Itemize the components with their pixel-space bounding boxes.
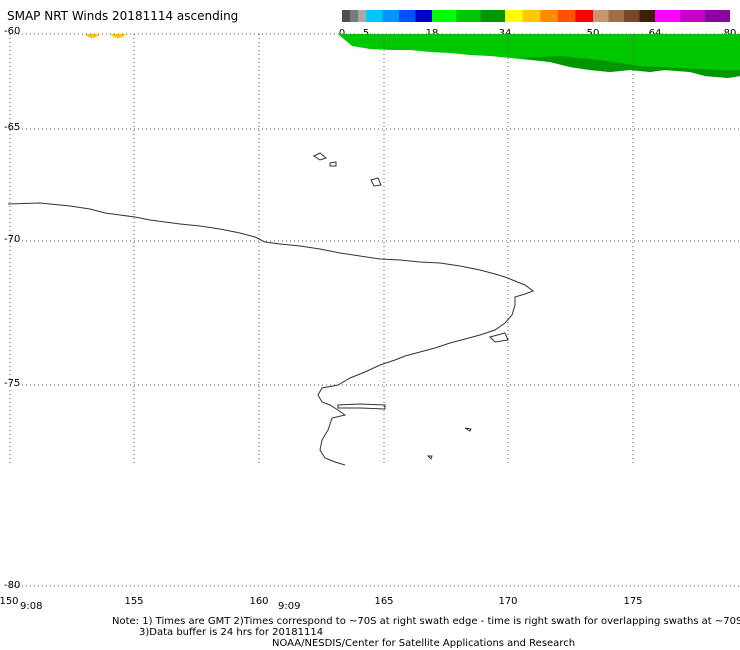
wind-swath-green	[338, 34, 740, 78]
lat-label-70: -70	[4, 234, 21, 245]
footnote-line-2: 3)Data buffer is 24 hrs for 20181114	[139, 627, 324, 638]
wind-swath-dark-green	[520, 56, 740, 78]
colorbar-tick-label: 18	[425, 28, 439, 39]
lat-label-80: -80	[4, 580, 21, 591]
graticule	[9, 33, 740, 587]
colorbar-segment	[575, 10, 594, 22]
colorbar-segment	[399, 10, 416, 22]
colorbar-segment	[705, 10, 731, 22]
footnote-line-1: Note: 1) Times are GMT 2)Times correspon…	[112, 616, 740, 627]
coastline-main	[7, 202, 535, 466]
island-outline	[370, 177, 382, 187]
colorbar-segment	[505, 10, 524, 22]
wind-swath-yellow	[85, 34, 100, 38]
lon-label-175: 175	[623, 596, 643, 607]
colorbar-segment	[593, 10, 609, 22]
colorbar-segment	[382, 10, 400, 22]
colorbar-segment	[557, 10, 576, 22]
footnote-credit: NOAA/NESDIS/Center for Satellite Applica…	[272, 638, 576, 649]
colorbar-segment	[415, 10, 433, 22]
island-outline	[329, 161, 337, 167]
colorbar-segment	[608, 10, 625, 22]
coastline-inlet	[489, 332, 509, 343]
colorbar-segment	[655, 10, 681, 22]
colorbar-segment	[456, 10, 482, 22]
colorbar-tick-label: 34	[498, 28, 512, 39]
lon-label-170: 170	[498, 596, 518, 607]
colorbar-segment	[480, 10, 506, 22]
lat-label-65: -65	[4, 122, 21, 133]
swath-time-right: 9:09	[278, 601, 301, 612]
coastline-shelf	[337, 403, 386, 410]
colorbar-segment	[624, 10, 640, 22]
swath-time-left: 9:08	[20, 601, 43, 612]
wind-speed-colorbar: 0 5 18 34 50 64 80	[339, 7, 736, 39]
wind-swath-layer	[85, 34, 740, 78]
lat-label-60: -60	[4, 26, 21, 37]
island-outline	[313, 152, 328, 161]
wind-swath-yellow	[110, 34, 126, 38]
island-outline	[426, 455, 433, 460]
colorbar-segment	[366, 10, 383, 22]
colorbar-segment	[358, 10, 367, 22]
colorbar-segment	[540, 10, 559, 22]
colorbar-segment	[432, 10, 457, 22]
colorbar-segment	[522, 10, 541, 22]
colorbar-strip	[342, 10, 731, 22]
colorbar-segment	[350, 10, 359, 22]
island-outline	[464, 427, 472, 432]
wind-map	[7, 33, 740, 587]
colorbar-segment	[680, 10, 706, 22]
lon-label-160: 160	[249, 596, 269, 607]
lat-label-75: -75	[4, 378, 21, 389]
colorbar-segment	[342, 10, 351, 22]
lon-label-165: 165	[374, 596, 394, 607]
colorbar-tick-label: 50	[586, 28, 600, 39]
lon-label-150: 150	[0, 596, 19, 607]
antarctic-coastline	[7, 152, 535, 466]
map-title: SMAP NRT Winds 20181114 ascending	[7, 9, 239, 23]
lon-label-155: 155	[124, 596, 144, 607]
colorbar-segment	[639, 10, 656, 22]
